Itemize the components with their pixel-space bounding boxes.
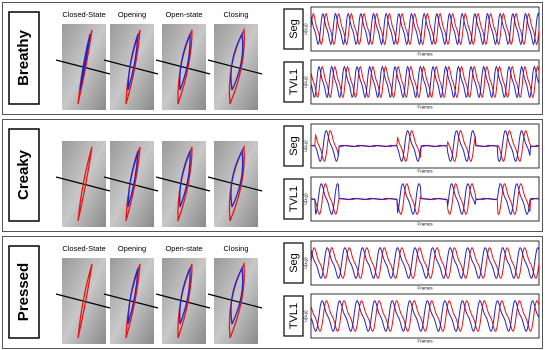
contour-blue — [230, 31, 244, 91]
plot-area — [310, 59, 540, 105]
plot-label-box — [283, 8, 304, 50]
contour-blue — [127, 150, 139, 208]
reference-line — [155, 293, 211, 309]
row-label: Creaky — [15, 149, 32, 200]
contour-blue — [79, 33, 91, 91]
reference-line — [155, 59, 211, 75]
y-axis-label: u(x,y) — [303, 310, 308, 322]
waveform — [310, 246, 540, 280]
y-axis-label: u(x,y) — [303, 257, 308, 269]
reference-line — [155, 176, 211, 192]
plot-label-box — [283, 242, 304, 284]
row-label-box — [8, 11, 40, 105]
column-label: Closing — [223, 244, 248, 253]
x-axis-label: Frames — [417, 286, 433, 291]
reference-line — [103, 293, 159, 309]
panel — [2, 236, 543, 349]
panel — [2, 2, 543, 115]
waveform — [310, 246, 540, 280]
column-label: Opening — [118, 244, 146, 253]
waveform — [310, 12, 540, 46]
contour-red — [77, 146, 93, 222]
column-label: Closed-State — [62, 244, 105, 253]
contour-blue — [230, 148, 244, 208]
y-axis-label: u(x,y) — [303, 193, 308, 205]
x-axis-label: Frames — [417, 52, 433, 57]
plot-label-box — [283, 125, 304, 167]
contour-blue — [179, 267, 191, 325]
contour-blue — [127, 33, 139, 91]
reference-line — [207, 59, 263, 75]
row-label-box — [8, 128, 40, 222]
contour-blue — [179, 150, 191, 208]
column-label: Opening — [118, 10, 146, 19]
contour-red — [77, 263, 93, 339]
waveform — [310, 299, 540, 333]
row-label: Pressed — [15, 263, 32, 321]
contour-blue — [230, 265, 244, 325]
plot-label: TVL1 — [288, 69, 300, 95]
contour-blue — [127, 267, 139, 325]
contour-red — [228, 144, 245, 222]
reference-line — [103, 59, 159, 75]
row-label: Breathy — [15, 29, 32, 86]
x-axis-label: Frames — [417, 339, 433, 344]
waveform — [310, 65, 540, 99]
column-label: Closed-State — [62, 10, 105, 19]
waveform — [310, 12, 540, 46]
contour-red — [228, 27, 245, 105]
waveform — [310, 129, 540, 163]
waveform — [310, 299, 540, 333]
reference-line — [207, 293, 263, 309]
contour-blue — [179, 33, 191, 91]
x-axis-label: Frames — [417, 169, 433, 174]
y-axis-label: u(x,y) — [303, 140, 308, 152]
waveform — [310, 65, 540, 99]
x-axis-label: Frames — [417, 105, 433, 110]
row-label-box — [8, 245, 40, 339]
plot-label: Seg — [288, 19, 300, 39]
plot-label: TVL1 — [288, 186, 300, 212]
y-axis-label: u(x,y) — [303, 23, 308, 35]
waveform — [311, 182, 540, 216]
reference-line — [103, 176, 159, 192]
plot-label-box — [283, 61, 304, 103]
plot-label: Seg — [288, 253, 300, 273]
y-axis-label: u(x,y) — [303, 76, 308, 88]
column-label: Open-state — [165, 244, 202, 253]
contour-red — [177, 263, 193, 339]
contour-red — [177, 29, 193, 105]
column-label: Closing — [223, 10, 248, 19]
plot-label: Seg — [288, 136, 300, 156]
plot-label-box — [283, 178, 304, 220]
reference-line — [207, 176, 263, 192]
contour-red — [177, 146, 193, 222]
contour-red — [228, 261, 245, 339]
x-axis-label: Frames — [417, 222, 433, 227]
panel — [2, 119, 543, 232]
plot-label-box — [283, 295, 304, 337]
plot-label: TVL1 — [288, 303, 300, 329]
column-label: Open-state — [165, 10, 202, 19]
